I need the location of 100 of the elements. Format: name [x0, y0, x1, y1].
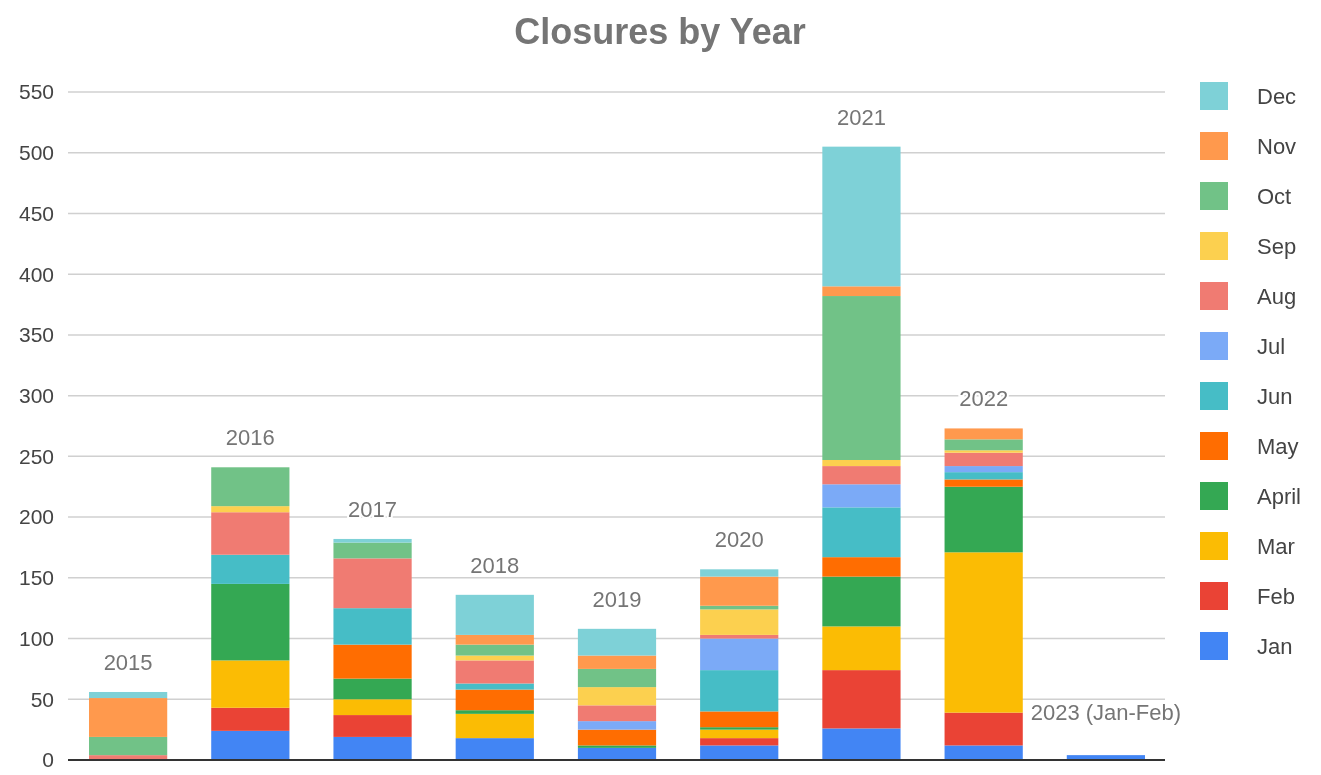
x-tick-label: 2015	[103, 649, 153, 675]
legend-label: Sep	[1257, 233, 1297, 259]
bar	[944, 472, 1023, 480]
bar	[577, 628, 657, 656]
bar	[455, 683, 534, 690]
bar	[577, 745, 657, 748]
bar	[211, 707, 290, 731]
bar	[944, 428, 1023, 440]
bar	[333, 558, 412, 609]
bar	[944, 745, 1023, 760]
bar	[577, 687, 657, 706]
bar	[577, 747, 657, 760]
bar	[822, 484, 901, 508]
bar	[822, 728, 901, 760]
y-tick-label: 400	[18, 262, 54, 286]
bar	[822, 670, 901, 729]
chart-title: Closures by Year	[514, 11, 806, 52]
legend-label: Jun	[1257, 383, 1293, 409]
bar	[455, 710, 534, 714]
bar	[577, 721, 657, 730]
bar	[89, 691, 168, 699]
legend-label: Nov	[1257, 133, 1297, 159]
bar	[333, 715, 412, 737]
bar	[700, 609, 779, 635]
bar	[822, 460, 901, 467]
y-tick-label: 250	[18, 444, 54, 468]
bar	[455, 660, 534, 684]
bar	[700, 634, 779, 639]
bar	[944, 552, 1023, 713]
bar	[333, 736, 412, 760]
bar	[700, 727, 779, 730]
bar	[577, 705, 657, 722]
bar	[822, 146, 901, 287]
x-tick-label: 2022	[959, 386, 1009, 412]
bar	[455, 738, 534, 760]
bar	[944, 479, 1023, 487]
bar	[89, 698, 168, 737]
bar	[333, 644, 412, 679]
bar	[455, 594, 534, 635]
bar	[700, 576, 779, 606]
bar	[211, 467, 290, 507]
x-tick-label: 2023 (Jan-Feb)	[1030, 700, 1182, 725]
legend-label: Oct	[1257, 183, 1292, 209]
bar	[700, 638, 779, 671]
bar	[577, 655, 657, 669]
bar	[455, 689, 534, 711]
bar	[577, 729, 657, 746]
y-tick-label: 500	[18, 141, 54, 165]
bar	[944, 466, 1023, 473]
y-tick-label: 200	[18, 505, 54, 529]
legend-label: Dec	[1257, 83, 1297, 109]
bar	[455, 713, 534, 739]
bar	[455, 634, 534, 645]
bar	[944, 439, 1023, 451]
bar	[455, 644, 534, 656]
bar	[211, 583, 290, 661]
bar	[822, 557, 901, 577]
x-tick-label: 2020	[714, 527, 764, 553]
bar	[211, 730, 290, 760]
bar	[944, 712, 1023, 746]
x-tick-label: 2018	[470, 552, 520, 578]
bar	[211, 660, 290, 708]
legend-label: May	[1257, 433, 1299, 459]
bar	[822, 576, 901, 627]
bar	[700, 738, 779, 746]
y-tick-label: 0	[42, 748, 54, 772]
bar	[822, 466, 901, 485]
y-tick-label: 150	[18, 566, 54, 590]
bar	[211, 512, 290, 555]
legend-label: Jan	[1257, 633, 1293, 659]
bar	[211, 506, 290, 513]
bar	[700, 745, 779, 760]
y-tick-label: 50	[30, 687, 54, 711]
x-tick-label: 2019	[592, 586, 642, 612]
x-tick-label: 2017	[348, 496, 398, 522]
x-tick-label: 2016	[225, 425, 275, 451]
bar	[333, 678, 412, 700]
bar	[333, 608, 412, 645]
x-tick-label: 2021	[836, 104, 886, 130]
bar	[89, 736, 168, 756]
bar	[822, 507, 901, 558]
bar	[211, 554, 290, 584]
y-tick-label: 300	[18, 383, 54, 407]
y-tick-label: 100	[18, 626, 54, 650]
bar	[700, 729, 779, 739]
y-tick-label: 450	[18, 201, 54, 225]
bar	[822, 286, 901, 297]
bar	[700, 711, 779, 728]
bar	[944, 452, 1023, 467]
y-tick-label: 550	[18, 80, 54, 104]
bar	[333, 538, 412, 543]
bar	[944, 486, 1023, 553]
bar	[700, 670, 779, 712]
bar	[577, 668, 657, 688]
y-tick-label: 350	[18, 323, 54, 347]
bar	[700, 569, 779, 577]
bar	[333, 699, 412, 716]
legend-label: April	[1257, 483, 1302, 509]
legend-label: Mar	[1257, 533, 1295, 559]
bar	[822, 626, 901, 671]
